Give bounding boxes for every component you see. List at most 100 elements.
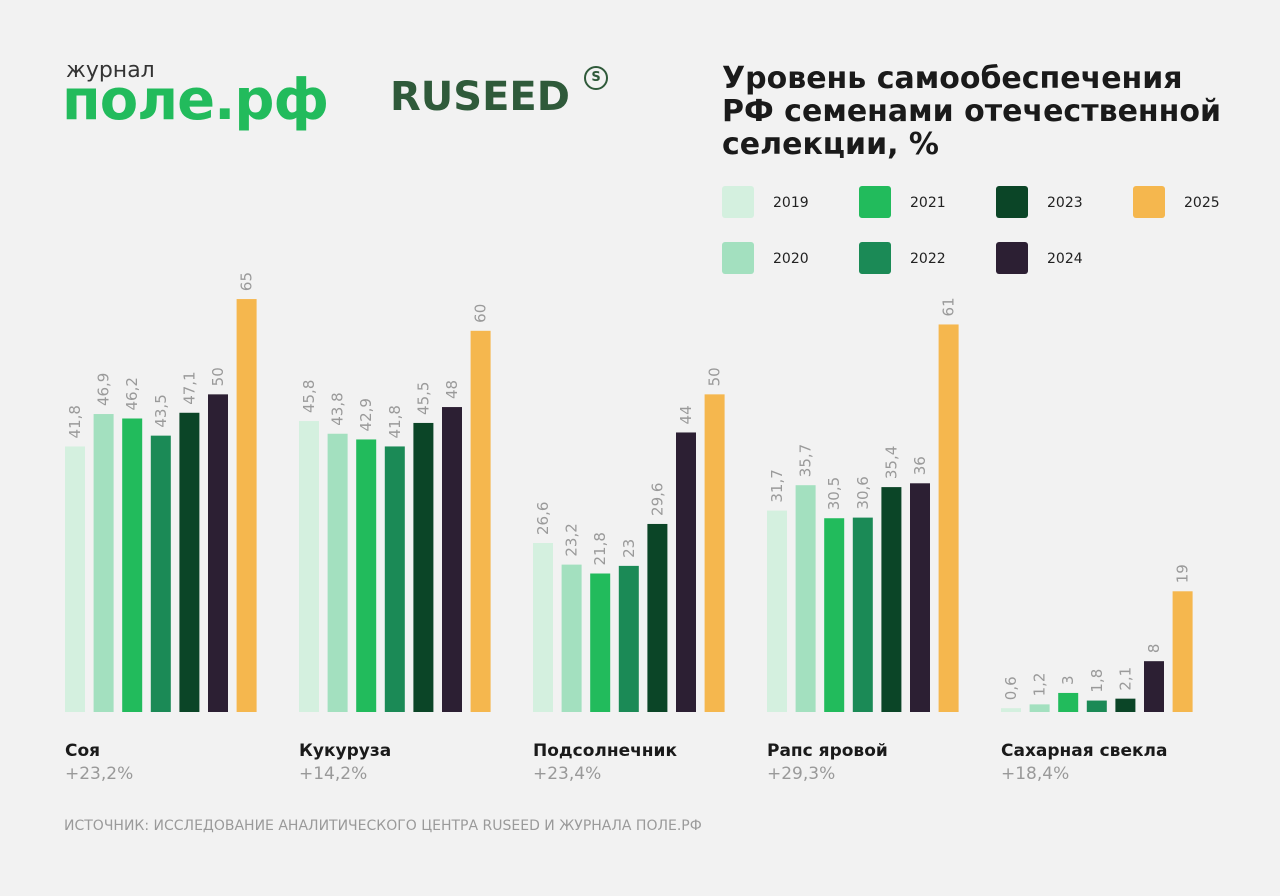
bar [442, 407, 462, 712]
category-change: +14,2% [299, 764, 367, 784]
bar [65, 446, 85, 712]
legend-label: 2022 [910, 251, 946, 267]
bar [795, 485, 816, 712]
value-label: 30,6 [854, 476, 872, 509]
value-label: 35,4 [882, 446, 900, 479]
legend-swatch [722, 242, 754, 274]
value-label: 41,8 [386, 405, 404, 438]
value-label: 43,5 [152, 394, 170, 427]
bar [327, 433, 348, 712]
bar [236, 299, 257, 712]
bar [590, 573, 611, 712]
value-label: 47,1 [180, 371, 198, 404]
category-change: +23,4% [533, 764, 601, 784]
category-change: +29,3% [767, 764, 835, 784]
bar [413, 422, 434, 712]
bar [561, 564, 582, 712]
value-label: 43,8 [329, 392, 347, 425]
category-label: Сахарная свекла [1001, 741, 1167, 761]
bar [938, 324, 959, 712]
category-label: Рапс яровой [767, 741, 888, 761]
value-label: 1,2 [1031, 673, 1049, 697]
bar [767, 510, 787, 712]
value-label: 46,9 [95, 373, 113, 406]
bar [1172, 591, 1193, 712]
bar [1086, 700, 1107, 712]
value-label: 65 [238, 272, 256, 291]
bar [1058, 692, 1079, 712]
value-label: 48 [443, 380, 461, 399]
bar [1115, 698, 1136, 712]
legend-label: 2020 [773, 251, 809, 267]
ruseed-logo: RUSEED [390, 74, 570, 120]
value-label: 19 [1174, 564, 1192, 583]
value-label: 42,9 [357, 398, 375, 431]
value-label: 50 [209, 367, 227, 386]
value-label: 30,5 [825, 477, 843, 510]
bar [208, 394, 228, 712]
legend-label: 2024 [1047, 251, 1083, 267]
value-label: 21,8 [591, 532, 609, 565]
value-label: 1,8 [1088, 669, 1106, 693]
legend-label: 2021 [910, 195, 946, 211]
category-change: +18,4% [1001, 764, 1069, 784]
category-change: +23,2% [65, 764, 133, 784]
value-label: 50 [706, 367, 724, 386]
ruseed-mark: S [584, 66, 608, 90]
value-label: 45,5 [414, 382, 432, 415]
value-label: 46,2 [123, 377, 141, 410]
bar [356, 439, 377, 712]
bar [150, 435, 171, 712]
legend-swatch [859, 186, 891, 218]
bar [910, 483, 930, 712]
bar [704, 394, 725, 712]
legend-swatch [996, 242, 1028, 274]
bar [179, 412, 200, 712]
value-label: 26,6 [534, 502, 552, 535]
legend-swatch [859, 242, 891, 274]
bar [881, 487, 902, 712]
bar [93, 414, 114, 712]
source-note: ИСТОЧНИК: ИССЛЕДОВАНИЕ АНАЛИТИЧЕСКОГО ЦЕ… [64, 818, 702, 834]
bar [122, 418, 143, 712]
bar [1001, 708, 1021, 712]
category-label: Соя [65, 741, 100, 761]
value-label: 0,6 [1002, 676, 1020, 700]
bar [1144, 661, 1164, 712]
value-label: 36 [911, 456, 929, 475]
bar [384, 446, 405, 712]
value-label: 44 [677, 405, 695, 424]
value-label: 3 [1059, 675, 1077, 685]
value-label: 35,7 [797, 444, 815, 477]
journal-logo: поле.рф [62, 68, 329, 133]
value-label: 61 [940, 297, 958, 316]
bar [852, 517, 873, 712]
legend-label: 2025 [1184, 195, 1220, 211]
chart-title: Уровень самообеспечения РФ семенами отеч… [722, 61, 1222, 162]
legend-swatch [1133, 186, 1165, 218]
bar [618, 565, 639, 712]
value-label: 23,2 [563, 523, 581, 556]
category-label: Подсолнечник [533, 741, 677, 761]
bar [1029, 704, 1050, 712]
legend-swatch [722, 186, 754, 218]
value-label: 45,8 [300, 380, 318, 413]
value-label: 60 [472, 304, 490, 323]
value-label: 41,8 [66, 405, 84, 438]
bar [299, 421, 319, 712]
bar [824, 518, 845, 712]
value-label: 8 [1145, 644, 1163, 654]
legend-label: 2023 [1047, 195, 1083, 211]
value-label: 2,1 [1116, 667, 1134, 691]
bar [676, 432, 696, 712]
value-label: 31,7 [768, 469, 786, 502]
value-label: 29,6 [648, 483, 666, 516]
bar [470, 330, 491, 712]
legend-swatch [996, 186, 1028, 218]
journal-small: журнал [66, 58, 155, 83]
category-label: Кукуруза [299, 741, 391, 761]
value-label: 23 [620, 539, 638, 558]
bar [533, 543, 553, 712]
